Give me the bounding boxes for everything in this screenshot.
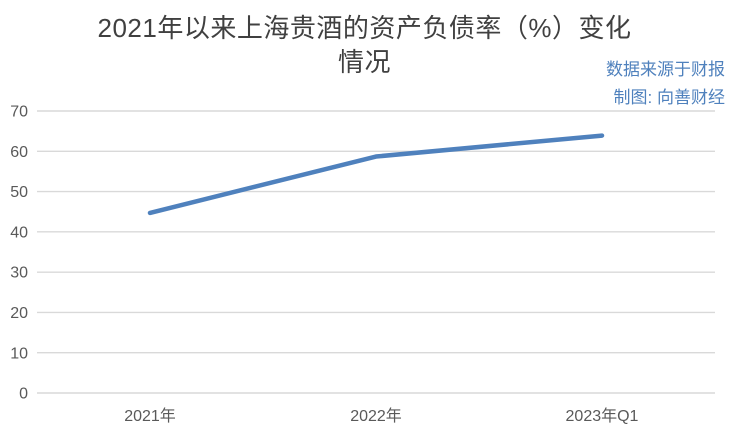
source-note-block: 数据来源于财报 制图: 向善财经 — [606, 56, 725, 112]
y-tick-label: 50 — [10, 184, 28, 201]
credit-text: 制图: 向善财经 — [613, 88, 725, 107]
x-axis-label: 2022年 — [350, 407, 402, 425]
y-tick-label: 0 — [19, 386, 28, 403]
y-tick-label: 20 — [10, 305, 28, 322]
chart-title: 2021年以来上海贵酒的资产负债率（%）变化 情况 — [0, 11, 729, 79]
chart-title-line-1: 2021年以来上海贵酒的资产负债率（%）变化 — [97, 13, 632, 43]
chart-title-line-2: 情况 — [337, 47, 391, 77]
y-tick-label: 10 — [10, 345, 28, 362]
y-tick-label: 70 — [10, 104, 28, 121]
x-axis-label: 2021年 — [124, 407, 176, 425]
x-axis-label: 2023年Q1 — [566, 407, 639, 425]
y-tick-label: 40 — [10, 224, 28, 241]
y-tick-label: 30 — [10, 265, 28, 282]
data-source-text: 数据来源于财报 — [606, 60, 725, 79]
series-line — [147, 133, 605, 216]
y-tick-label: 60 — [10, 144, 28, 161]
